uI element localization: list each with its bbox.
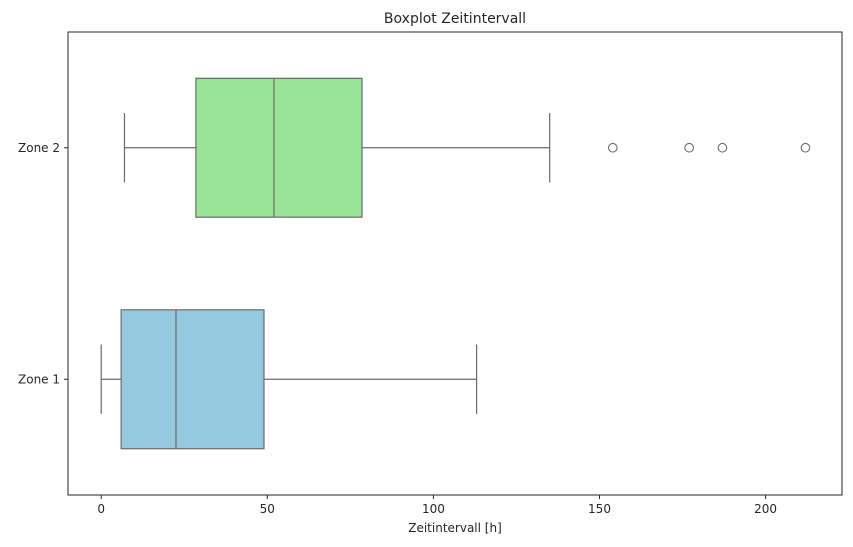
y-tick-label: Zone 1 <box>18 372 60 386</box>
x-tick-label: 0 <box>97 502 105 516</box>
x-tick-label: 50 <box>260 502 275 516</box>
x-axis: 0 50 100 150 200 <box>97 495 777 516</box>
y-axis: Zone 2 Zone 1 <box>18 141 68 386</box>
zone-2-outlier <box>684 142 695 153</box>
zone-2-outlier <box>800 142 811 153</box>
chart-title: Boxplot Zeitintervall <box>384 11 526 27</box>
zone-2-box <box>195 77 363 218</box>
x-tick-label: 150 <box>588 502 611 516</box>
y-tick-label: Zone 2 <box>18 141 60 155</box>
zone-2-outlier <box>717 142 728 153</box>
zone-2-outlier <box>607 142 618 153</box>
boxes-layer <box>100 77 811 450</box>
x-tick-label: 200 <box>754 502 777 516</box>
x-axis-label: Zeitintervall [h] <box>408 521 502 535</box>
plot-frame <box>67 31 843 496</box>
zone-1-box <box>120 309 265 450</box>
x-tick-label: 100 <box>422 502 445 516</box>
